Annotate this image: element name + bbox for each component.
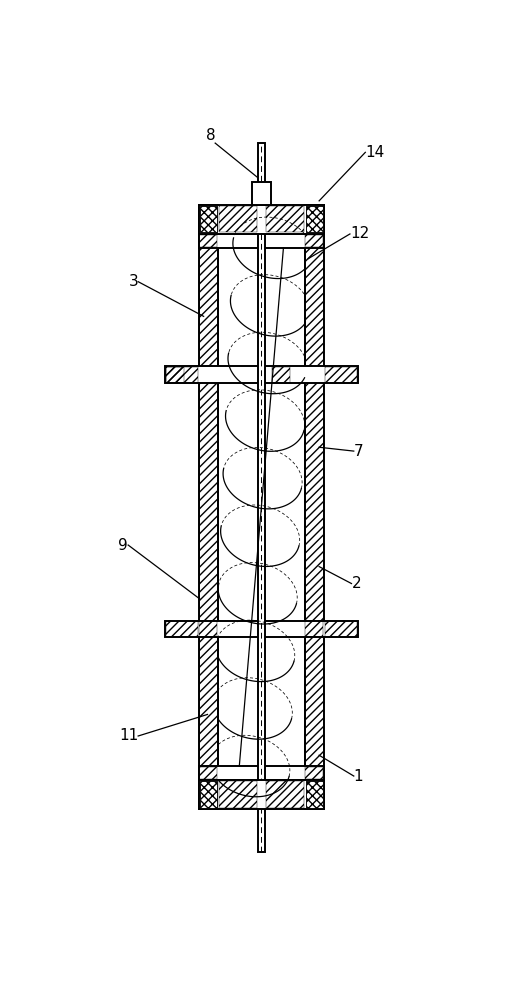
Bar: [199, 621, 217, 637]
Bar: [198, 780, 324, 809]
Bar: [165, 366, 357, 383]
Bar: [199, 235, 217, 247]
Bar: [305, 235, 323, 247]
Bar: [165, 621, 197, 637]
Bar: [305, 205, 323, 808]
Bar: [198, 766, 324, 780]
Bar: [324, 621, 356, 637]
Bar: [198, 205, 324, 234]
Text: 12: 12: [349, 226, 369, 241]
Bar: [271, 367, 290, 383]
Bar: [200, 206, 216, 232]
Bar: [305, 781, 322, 808]
Text: 8: 8: [205, 128, 215, 143]
Bar: [199, 205, 217, 808]
Text: 7: 7: [353, 444, 363, 459]
Bar: [305, 767, 323, 779]
Text: 14: 14: [364, 145, 384, 160]
Bar: [165, 367, 197, 383]
Bar: [199, 767, 217, 779]
Bar: [200, 781, 216, 808]
Bar: [305, 781, 322, 808]
Bar: [200, 206, 216, 232]
Bar: [218, 205, 304, 809]
Bar: [165, 620, 357, 637]
Text: 1: 1: [353, 769, 363, 784]
Bar: [198, 234, 324, 248]
Text: 3: 3: [128, 274, 138, 289]
Bar: [305, 206, 322, 232]
Bar: [304, 205, 324, 809]
Bar: [200, 781, 216, 808]
Bar: [265, 781, 303, 808]
Bar: [324, 367, 356, 383]
Bar: [165, 367, 184, 383]
Bar: [218, 206, 257, 232]
Text: 11: 11: [119, 728, 138, 744]
Bar: [251, 182, 270, 205]
Bar: [198, 205, 218, 809]
Bar: [258, 143, 264, 852]
Bar: [218, 781, 257, 808]
Bar: [305, 621, 323, 637]
Bar: [265, 206, 303, 232]
Bar: [305, 206, 322, 232]
Text: 2: 2: [351, 576, 360, 591]
Text: 9: 9: [118, 538, 128, 553]
